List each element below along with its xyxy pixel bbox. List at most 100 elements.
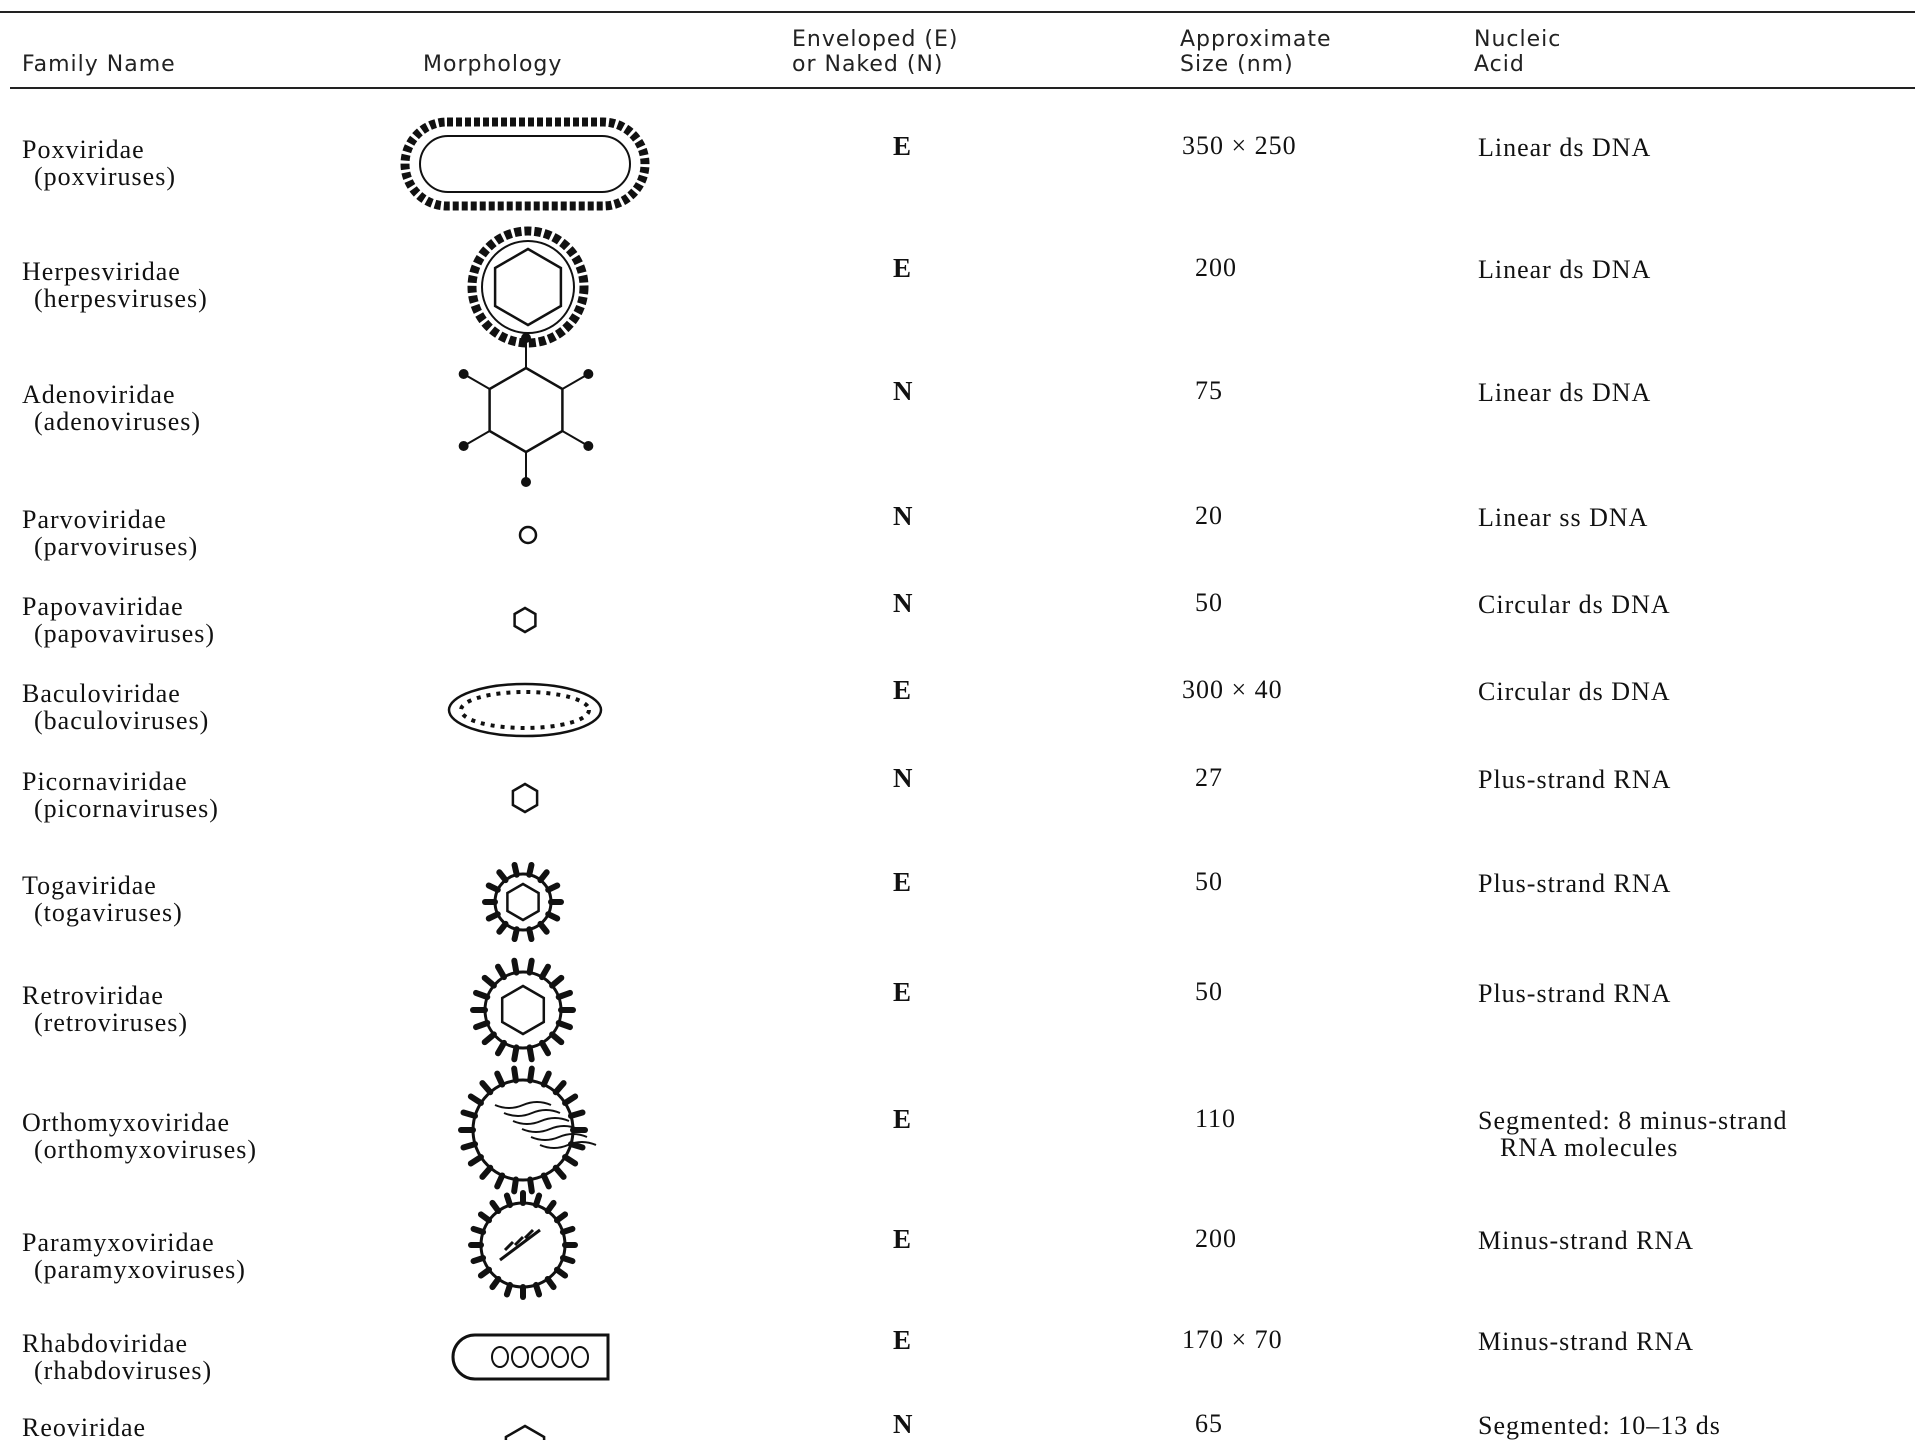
morphology-icon: [504, 1424, 546, 1440]
family-name: Papovaviridae: [22, 592, 184, 621]
size: 200: [1195, 1224, 1237, 1253]
nucleic-acid: Circular ds DNA: [1478, 590, 1671, 619]
envelope: E: [893, 131, 913, 161]
envelope: E: [893, 1224, 913, 1254]
common-name: (adenoviruses): [34, 407, 202, 436]
morphology-icon: [561, 430, 589, 447]
morphology-icon: [540, 1172, 552, 1190]
morphology-icon: [503, 1192, 514, 1209]
nucleic-acid: Segmented: 10–13 ds: [1478, 1411, 1721, 1440]
morphology-icon: [511, 957, 520, 976]
common-name: (orthomyxoviruses): [34, 1135, 258, 1164]
morphology-icon: [479, 1164, 494, 1180]
morphology-icon: [539, 1141, 597, 1149]
morphology-icon: [488, 366, 564, 454]
morphology-icon: [503, 1281, 514, 1298]
nucleic-acid: Minus-strand RNA: [1478, 1226, 1695, 1255]
morphology-icon: [521, 1125, 579, 1133]
family-name: Picornaviridae: [22, 767, 188, 796]
size: 50: [1195, 588, 1223, 617]
morphology-icon: [511, 1346, 529, 1368]
nucleic-acid: Linear ss DNA: [1478, 503, 1649, 532]
morphology-icon: [494, 1070, 506, 1088]
morphology-icon: [567, 1141, 586, 1151]
family-name: Togaviridae: [22, 871, 157, 900]
common-name: (rhabdoviruses): [34, 1356, 213, 1385]
morphology-icon: [553, 1266, 569, 1279]
size: 170 × 70: [1182, 1325, 1283, 1354]
morphology-icon: [460, 1109, 479, 1119]
morphology-icon: [463, 430, 491, 447]
header-cell: Approximate: [1180, 27, 1332, 52]
morphology-icon: [583, 441, 594, 451]
morphology-icon: [499, 1228, 541, 1262]
morphology-icon: [512, 1117, 570, 1125]
morphology-icon: [511, 1044, 520, 1063]
size: 65: [1195, 1409, 1223, 1438]
morphology-icon: [540, 1070, 552, 1088]
morphology-icon: [494, 1172, 506, 1190]
morphology-icon: [460, 1141, 479, 1151]
morphology-icon: [571, 1346, 589, 1368]
morphology-icon: [400, 117, 650, 211]
size: 20: [1195, 501, 1223, 530]
morphology-icon: [477, 1211, 493, 1224]
morphology-icon: [463, 373, 491, 390]
morphology-icon: [532, 1192, 543, 1209]
morphology-icon: [503, 1109, 561, 1117]
morphology-icon: [527, 1176, 535, 1195]
family-name: Paramyxoviridae: [22, 1228, 215, 1257]
morphology-icon: [479, 1201, 567, 1289]
morphology-icon: [518, 525, 538, 545]
envelope: E: [893, 253, 913, 283]
family-name: Poxviridae: [22, 135, 145, 164]
header-cell: Morphology: [423, 52, 563, 77]
morphology-icon: [559, 1254, 576, 1265]
morphology-icon: [527, 1065, 535, 1084]
common-name: (herpesviruses): [34, 284, 208, 313]
nucleic-acid: Minus-strand RNA: [1478, 1327, 1695, 1356]
morphology-icon: [479, 1080, 494, 1096]
morphology-icon: [477, 1266, 493, 1279]
morphology-icon: [451, 1333, 610, 1381]
morphology-icon: [526, 861, 535, 878]
morphology-icon: [489, 1199, 502, 1215]
header-cell: Size (nm): [1180, 52, 1294, 77]
morphology-icon: [583, 369, 594, 379]
envelope: N: [893, 1409, 914, 1439]
morphology-icon: [511, 861, 520, 878]
morphology-icon: [545, 882, 561, 893]
morphology-icon: [491, 1346, 509, 1368]
envelope: E: [893, 675, 913, 705]
morphology-icon: [552, 1080, 567, 1096]
morphology-icon: [552, 1164, 567, 1180]
morphology-icon: [485, 911, 501, 922]
morphology-icon: [481, 1031, 497, 1046]
nucleic-acid: RNA molecules: [1500, 1133, 1679, 1162]
morphology-icon: [481, 240, 575, 334]
envelope: N: [893, 376, 914, 406]
morphology-icon: [530, 1133, 588, 1141]
morphology-icon: [473, 989, 491, 1001]
morphology-icon: [467, 226, 589, 348]
nucleic-acid: Linear ds DNA: [1478, 133, 1652, 162]
header-cell: Nucleic: [1474, 27, 1562, 52]
morphology-icon: [513, 606, 537, 634]
size: 75: [1195, 376, 1223, 405]
family-name: Parvoviridae: [22, 505, 167, 534]
envelope: E: [893, 977, 913, 1007]
morphology-icon: [458, 369, 469, 379]
morphology-icon: [481, 974, 497, 989]
morphology-icon: [489, 1275, 502, 1291]
morphology-icon: [545, 911, 561, 922]
size: 200: [1195, 253, 1237, 282]
morphology-icon: [511, 782, 539, 814]
size: 110: [1195, 1104, 1237, 1133]
envelope: N: [893, 501, 914, 531]
morphology-icon: [549, 974, 565, 989]
morphology-icon: [551, 1346, 569, 1368]
morphology-icon: [493, 247, 563, 327]
morphology-icon: [483, 970, 563, 1050]
